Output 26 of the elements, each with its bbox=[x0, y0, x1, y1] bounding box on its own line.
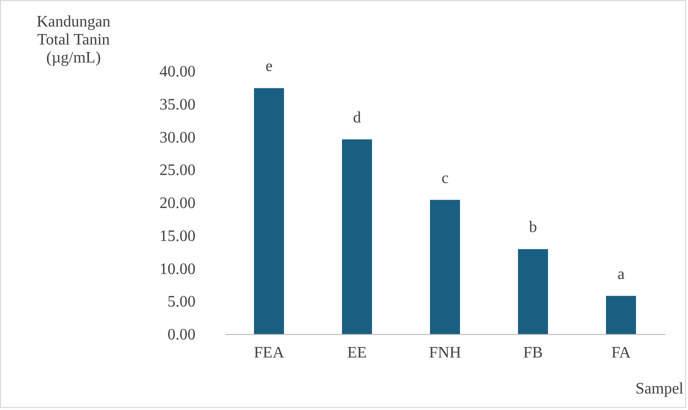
y-tick-label: 35.00 bbox=[160, 96, 196, 114]
bar bbox=[518, 249, 548, 334]
y-tick-label: 5.00 bbox=[168, 294, 196, 311]
y-tick-label: 25.00 bbox=[160, 162, 196, 180]
x-tick-label: FEA bbox=[254, 344, 285, 362]
x-axis-title: Sampel bbox=[636, 380, 684, 398]
bar bbox=[430, 200, 460, 334]
y-axis-title: Kandungan Total Tanin (µg/mL) bbox=[36, 14, 110, 66]
annotation: a bbox=[617, 266, 625, 283]
annotation: e bbox=[265, 58, 273, 76]
annotation: c bbox=[441, 170, 449, 187]
y-tick-label: 20.00 bbox=[160, 195, 196, 212]
x-tick-label: FB bbox=[523, 344, 543, 362]
bar bbox=[606, 296, 636, 334]
y-tick-label: 0.00 bbox=[168, 326, 196, 344]
bar bbox=[342, 139, 372, 334]
x-tick-label: FNH bbox=[428, 344, 462, 362]
x-tick-label: FA bbox=[611, 344, 632, 362]
y-tick-label: 40.00 bbox=[160, 64, 196, 80]
y-tick-label: 15.00 bbox=[160, 228, 196, 245]
bar bbox=[254, 88, 284, 334]
x-tick-label: EE bbox=[347, 344, 367, 362]
y-tick-label: 10.00 bbox=[160, 260, 196, 278]
annotation: b bbox=[529, 219, 537, 236]
annotation: d bbox=[353, 109, 361, 126]
y-tick-label: 30.00 bbox=[160, 129, 196, 146]
